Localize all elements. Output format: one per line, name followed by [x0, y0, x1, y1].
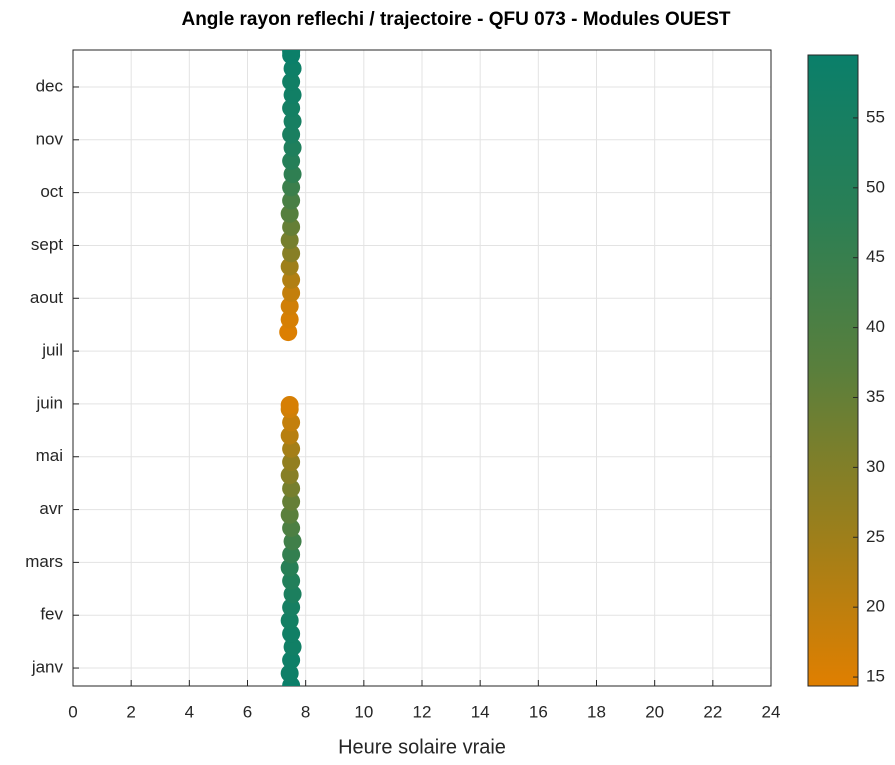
colorbar-tick-label: 30 — [866, 457, 885, 476]
point — [282, 50, 301, 61]
colorbar-tick-label: 45 — [866, 247, 885, 266]
point — [283, 138, 302, 157]
point — [282, 99, 301, 118]
point — [282, 244, 301, 263]
y-tick-label: mars — [25, 552, 63, 571]
point — [283, 585, 302, 604]
point — [283, 532, 302, 551]
point — [282, 191, 301, 210]
y-tick-label: avr — [39, 499, 63, 518]
y-tick-label: nov — [36, 129, 64, 148]
point — [282, 571, 301, 590]
y-tick-label: mai — [36, 446, 63, 465]
x-tick-label: 22 — [703, 702, 722, 721]
point — [282, 545, 301, 564]
point — [280, 466, 299, 485]
colorbar-tick-label: 25 — [866, 527, 885, 546]
x-tick-label: 8 — [301, 702, 310, 721]
x-tick-label: 4 — [185, 702, 194, 721]
colorbar — [807, 54, 859, 687]
point — [282, 72, 301, 91]
point — [282, 492, 301, 511]
point — [280, 257, 299, 276]
point — [282, 413, 301, 432]
point — [282, 439, 301, 458]
y-tick-label: oct — [40, 182, 63, 201]
point — [282, 479, 301, 498]
point — [280, 204, 299, 223]
point — [283, 637, 302, 656]
y-tick-label: janv — [31, 658, 64, 677]
x-tick-label: 20 — [645, 702, 664, 721]
point — [282, 151, 301, 170]
point — [280, 426, 299, 445]
point — [280, 310, 299, 329]
point — [282, 283, 301, 302]
x-tick-label: 24 — [762, 702, 781, 721]
x-tick-label: 10 — [354, 702, 373, 721]
point — [280, 558, 299, 577]
colorbar-tick-label: 50 — [866, 177, 885, 196]
point — [283, 165, 302, 184]
y-tick-label: aout — [30, 288, 63, 307]
y-tick-label: juin — [36, 393, 63, 412]
y-tick-label: fev — [40, 605, 63, 624]
colorbar-tick-label: 55 — [866, 107, 885, 126]
point — [280, 505, 299, 524]
chart-title: Angle rayon reflechi / trajectoire - QFU… — [181, 9, 730, 30]
colorbar-tick-label: 40 — [866, 317, 885, 336]
point — [283, 85, 302, 104]
point — [282, 270, 301, 289]
point — [282, 178, 301, 197]
x-tick-label: 0 — [68, 702, 77, 721]
y-tick-label: sept — [31, 235, 63, 254]
point — [280, 611, 299, 630]
x-tick-label: 16 — [529, 702, 548, 721]
point — [280, 231, 299, 250]
point — [280, 395, 299, 414]
point — [280, 664, 299, 683]
point — [283, 112, 302, 131]
point — [282, 125, 301, 144]
x-tick-label: 14 — [471, 702, 490, 721]
point — [280, 297, 299, 316]
point — [282, 651, 301, 670]
y-tick-label: juil — [41, 341, 63, 360]
colorbar-tick-label: 20 — [866, 597, 885, 616]
y-tick-label: dec — [36, 76, 64, 95]
plot-border — [72, 49, 772, 687]
colorbar-tick-label: 15 — [866, 667, 885, 686]
point — [283, 59, 302, 78]
points — [279, 50, 302, 686]
point — [282, 217, 301, 236]
point — [282, 624, 301, 643]
x-tick-label: 12 — [413, 702, 432, 721]
x-tick-label: 2 — [126, 702, 135, 721]
colorbar-tick-label: 35 — [866, 387, 885, 406]
point — [282, 598, 301, 617]
x-tick-label: 6 — [243, 702, 252, 721]
x-axis-label: Heure solaire vraie — [338, 736, 506, 758]
x-tick-label: 18 — [587, 702, 606, 721]
point — [282, 519, 301, 538]
point — [282, 453, 301, 472]
